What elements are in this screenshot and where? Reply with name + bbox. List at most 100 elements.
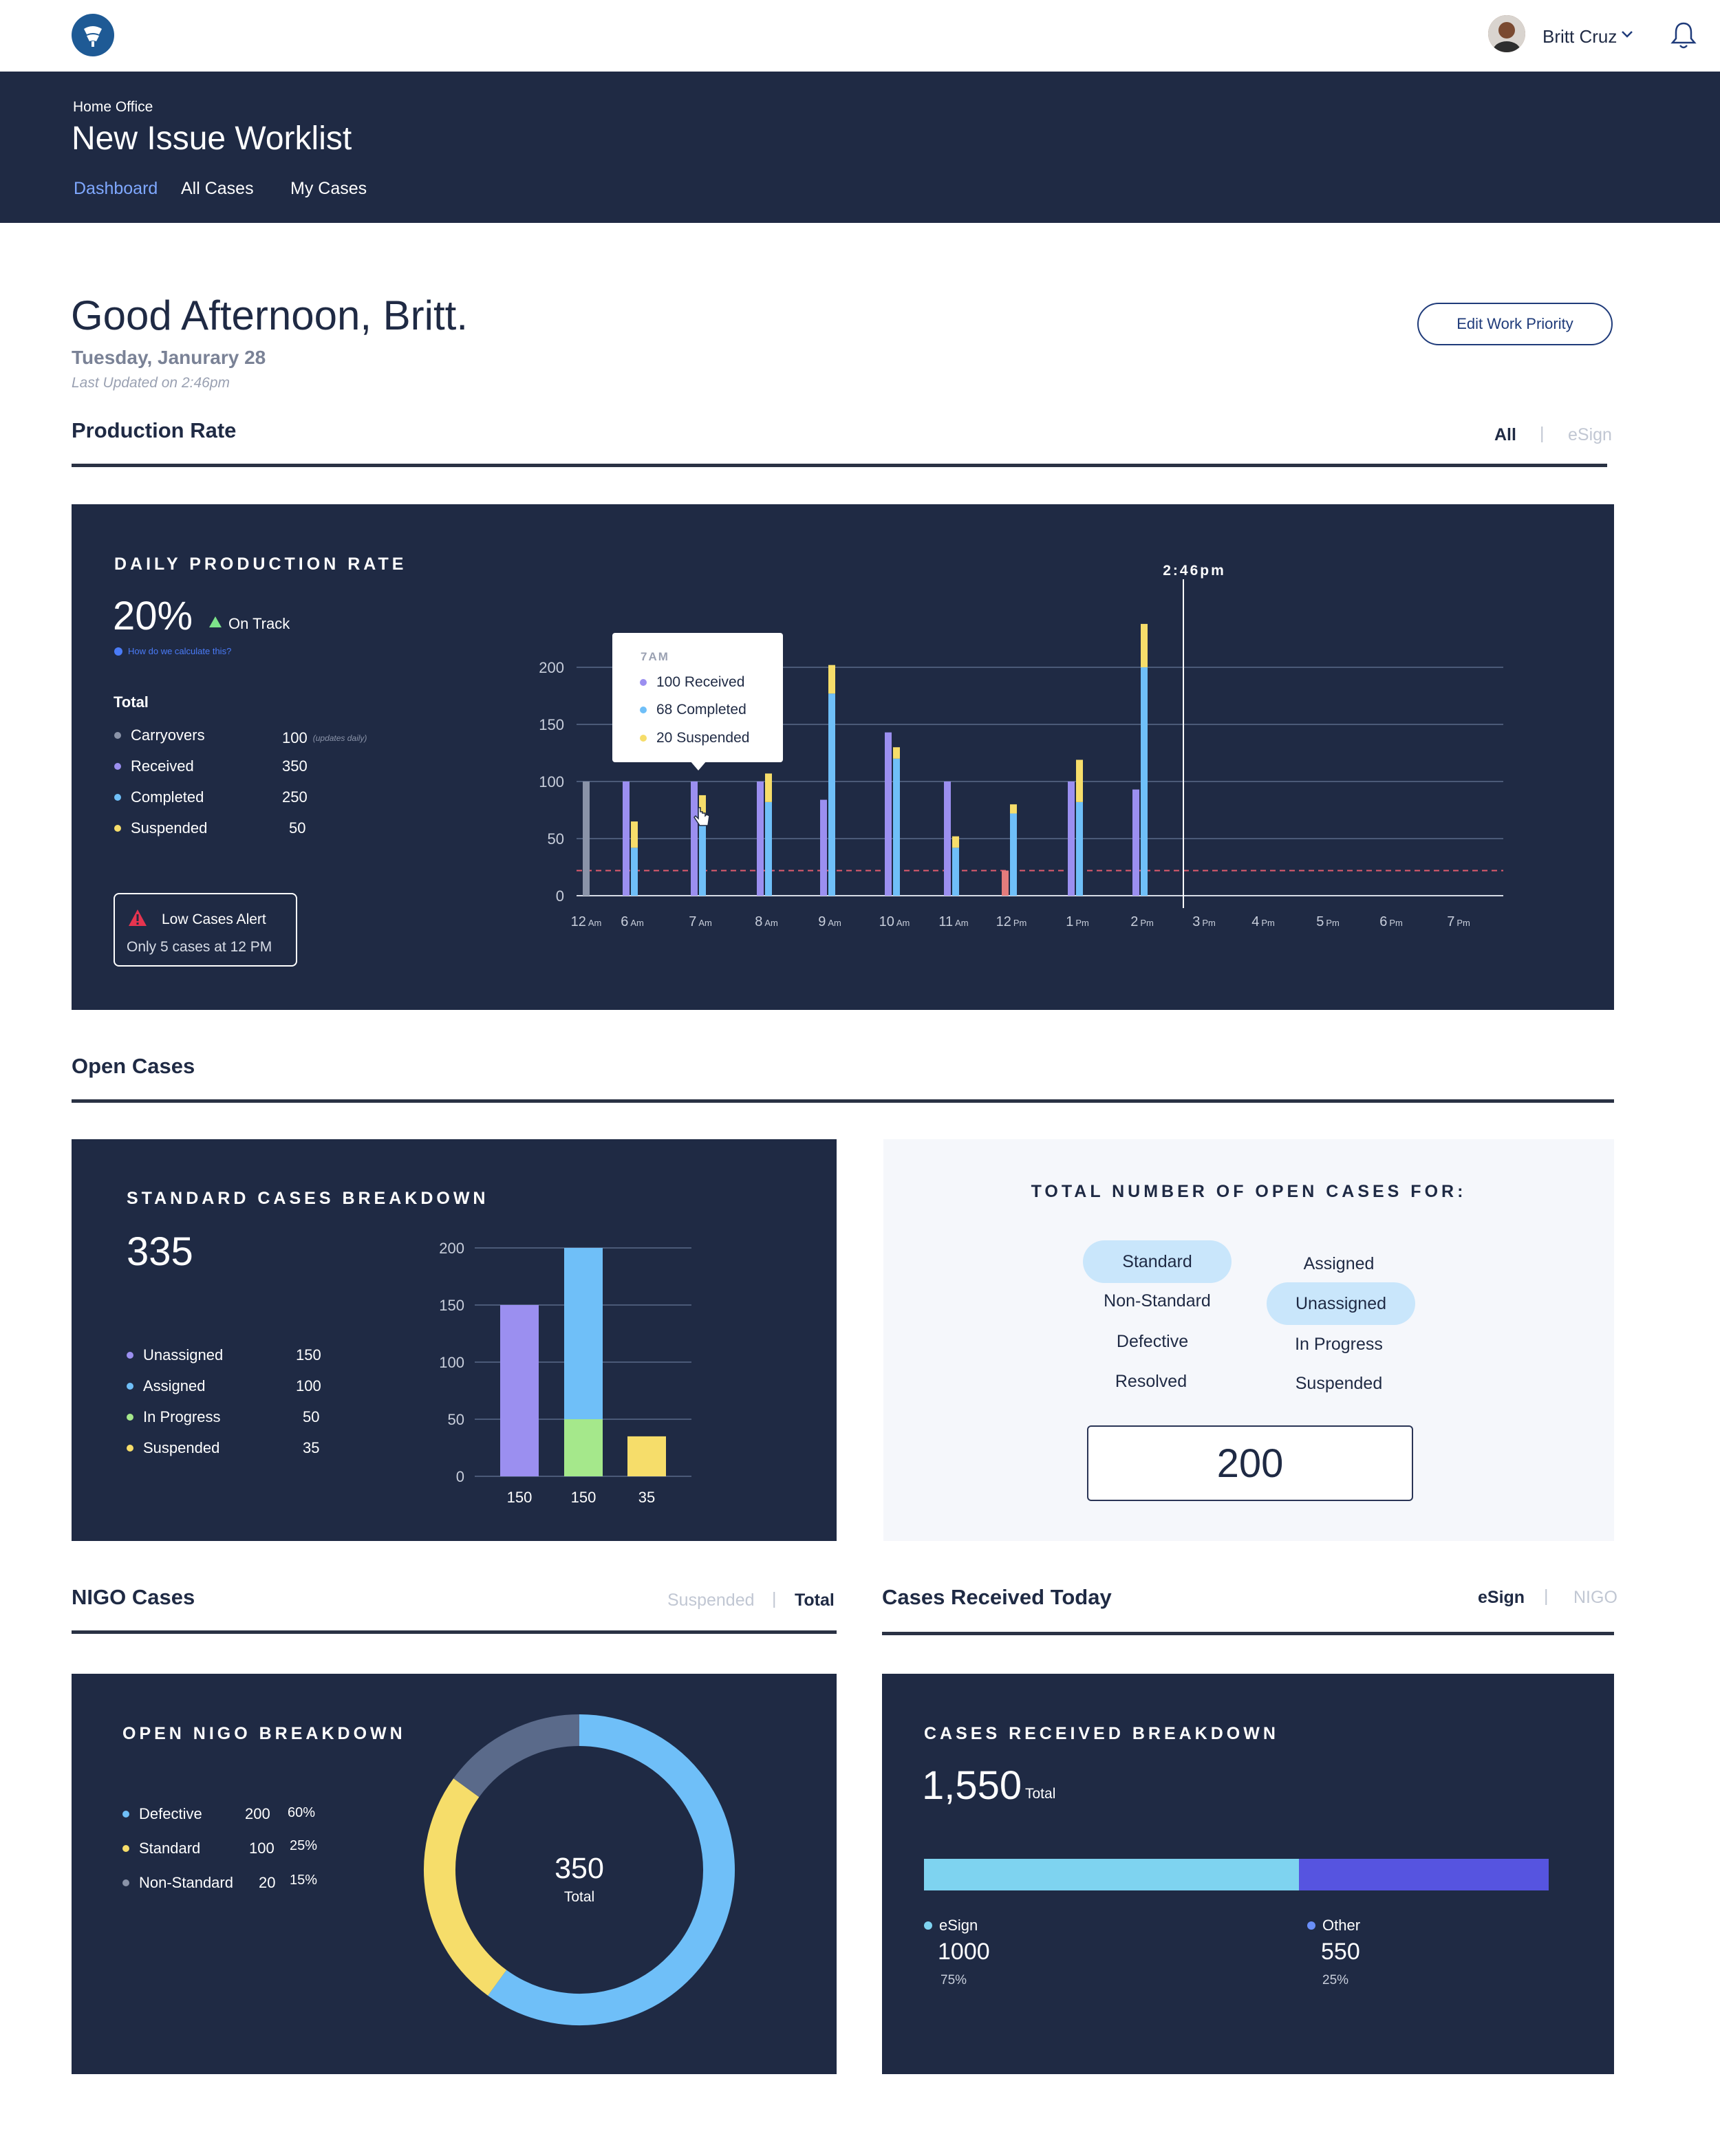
legend-dot bbox=[924, 1921, 932, 1930]
legend-dot bbox=[114, 794, 121, 801]
notification-bell-icon[interactable] bbox=[1670, 21, 1697, 54]
x-tick-label: 7 Pm bbox=[1447, 914, 1470, 929]
x-tick-label: 6 Am bbox=[621, 914, 644, 929]
x-tick-suffix: Am bbox=[588, 918, 602, 928]
legend-item-received: Received bbox=[114, 757, 194, 775]
legend-label: Assigned bbox=[143, 1377, 206, 1394]
legend-item-assigned: Assigned bbox=[127, 1377, 206, 1395]
filter-unassigned[interactable]: Unassigned bbox=[1267, 1282, 1415, 1325]
filter-assigned[interactable]: Assigned bbox=[1303, 1254, 1375, 1273]
bar-completed bbox=[765, 801, 772, 896]
filter-defective[interactable]: Defective bbox=[1116, 1332, 1189, 1351]
open-cases-count: 200 bbox=[1087, 1425, 1413, 1501]
warning-icon bbox=[127, 908, 148, 931]
donut-slice-non-standard bbox=[453, 1714, 580, 1798]
edit-work-priority-button[interactable]: Edit Work Priority bbox=[1417, 303, 1613, 345]
page-header bbox=[0, 72, 1720, 223]
donut-slice-standard bbox=[424, 1778, 507, 1996]
chevron-down-icon[interactable] bbox=[1620, 26, 1635, 45]
production-rate-value: 20% bbox=[113, 594, 193, 638]
legend-item-defective: Defective bbox=[122, 1805, 202, 1823]
x-tick-suffix: Am bbox=[630, 918, 644, 928]
legend-item-carryovers: Carryovers bbox=[114, 726, 205, 744]
bar-completed bbox=[893, 758, 900, 896]
y-tick-label: 200 bbox=[439, 1240, 464, 1257]
legend-value-completed: 250 bbox=[282, 788, 308, 806]
legend-dot bbox=[127, 1352, 133, 1359]
filter-suspended[interactable]: Suspended bbox=[1295, 1374, 1383, 1393]
avatar[interactable] bbox=[1488, 15, 1525, 52]
bar-received bbox=[1002, 870, 1009, 896]
tab-dashboard[interactable]: Dashboard bbox=[74, 179, 158, 198]
company-logo-icon[interactable] bbox=[72, 14, 114, 56]
x-tick-suffix: Pm bbox=[1075, 918, 1089, 928]
toggle-all[interactable]: All bbox=[1494, 425, 1516, 444]
legend-label: Unassigned bbox=[143, 1346, 224, 1363]
filter-resolved[interactable]: Resolved bbox=[1115, 1372, 1187, 1391]
x-tick-suffix: Pm bbox=[1013, 918, 1027, 928]
daily-production-panel bbox=[72, 504, 1614, 1010]
status-badge: On Track bbox=[228, 615, 290, 632]
legend-dot bbox=[122, 1845, 129, 1852]
y-tick-label: 100 bbox=[539, 773, 564, 790]
cases-received-title: Cases Received Today bbox=[882, 1585, 1112, 1609]
legend-percent: 25% bbox=[290, 1838, 318, 1853]
tab-my-cases[interactable]: My Cases bbox=[290, 179, 367, 198]
toggle-separator: | bbox=[1540, 424, 1545, 443]
bar-received bbox=[623, 781, 630, 896]
nigo-cases-title: NIGO Cases bbox=[72, 1585, 195, 1609]
received-bar-other bbox=[1298, 1859, 1549, 1890]
page-title: New Issue Worklist bbox=[72, 120, 352, 157]
panel-title: STANDARD CASES BREAKDOWN bbox=[127, 1189, 489, 1208]
section-divider bbox=[72, 1630, 837, 1634]
x-tick-label: 12 Am bbox=[571, 914, 602, 929]
bar-carryovers bbox=[583, 781, 590, 896]
legend-dot bbox=[640, 707, 647, 713]
y-tick-label: 0 bbox=[556, 887, 564, 905]
breadcrumb[interactable]: Home Office bbox=[73, 99, 153, 115]
y-tick-label: 150 bbox=[539, 716, 564, 733]
panel-title: DAILY PRODUCTION RATE bbox=[114, 554, 407, 574]
tooltip-time: 7AM bbox=[641, 650, 669, 663]
x-tick-label: 3 Pm bbox=[1192, 914, 1216, 929]
tooltip-received: 100 Received bbox=[640, 674, 744, 691]
x-tick-suffix: Am bbox=[896, 918, 910, 928]
legend-label: eSign bbox=[939, 1917, 978, 1934]
legend-item-esign: eSign bbox=[924, 1917, 978, 1934]
legend-value: 50 bbox=[303, 1408, 320, 1425]
x-tick-label: 11 Am bbox=[938, 914, 968, 929]
legend-dot bbox=[122, 1811, 129, 1818]
bar-suspended bbox=[1141, 623, 1148, 667]
toggle-suspended[interactable]: Suspended bbox=[667, 1591, 755, 1610]
cases-received-total: 1,550 bbox=[922, 1763, 1022, 1808]
tab-all-cases[interactable]: All Cases bbox=[181, 179, 254, 198]
legend-value: 20 bbox=[259, 1874, 276, 1891]
bar-suspended bbox=[828, 665, 835, 694]
help-link[interactable]: How do we calculate this? bbox=[128, 646, 232, 656]
bar-completed bbox=[1076, 801, 1083, 896]
legend-label: Completed bbox=[131, 788, 204, 806]
bar-suspended bbox=[1076, 759, 1083, 802]
tooltip-completed: 68 Completed bbox=[640, 702, 746, 718]
low-cases-alert[interactable] bbox=[114, 893, 297, 967]
x-tick-suffix: Pm bbox=[1140, 918, 1154, 928]
legend-label: Received bbox=[131, 757, 194, 775]
bar-suspended bbox=[627, 1436, 666, 1476]
bar-in-progress bbox=[564, 1419, 603, 1476]
toggle-total[interactable]: Total bbox=[795, 1591, 835, 1610]
filter-non-standard[interactable]: Non-Standard bbox=[1104, 1291, 1211, 1311]
filter-in-progress[interactable]: In Progress bbox=[1295, 1335, 1383, 1354]
user-name[interactable]: Britt Cruz bbox=[1542, 26, 1617, 47]
legend-item-suspended: Suspended bbox=[127, 1439, 219, 1457]
legend-value: 100 bbox=[296, 1377, 321, 1394]
x-tick-label: 1 Pm bbox=[1066, 914, 1089, 929]
panel-title: TOTAL NUMBER OF OPEN CASES FOR: bbox=[1031, 1182, 1467, 1201]
toggle-nigo[interactable]: NIGO bbox=[1573, 1588, 1617, 1607]
filter-standard[interactable]: Standard bbox=[1083, 1240, 1232, 1283]
toggle-esign[interactable]: eSign bbox=[1478, 1588, 1525, 1607]
legend-item-in-progress: In Progress bbox=[127, 1408, 221, 1426]
toggle-separator: | bbox=[1544, 1586, 1549, 1606]
open-cases-title: Open Cases bbox=[72, 1054, 195, 1078]
donut-slice-defective bbox=[488, 1714, 735, 2025]
toggle-esign[interactable]: eSign bbox=[1568, 425, 1612, 444]
